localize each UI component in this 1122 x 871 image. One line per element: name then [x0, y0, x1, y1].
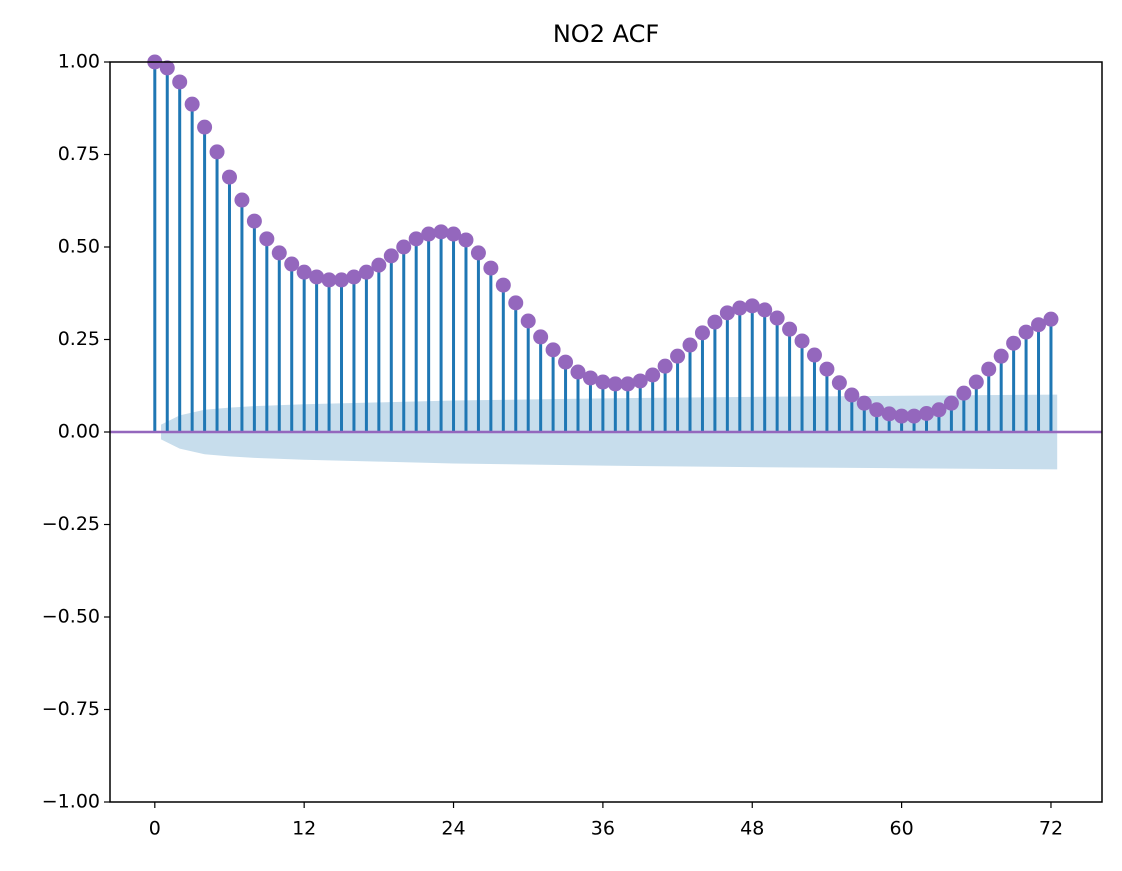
- marker: [707, 314, 723, 330]
- marker: [844, 387, 860, 403]
- marker: [1043, 311, 1059, 327]
- marker: [931, 402, 947, 418]
- marker: [794, 333, 810, 349]
- marker: [806, 347, 822, 363]
- x-tick-label: 72: [1039, 818, 1063, 840]
- marker: [271, 245, 287, 261]
- marker: [184, 96, 200, 112]
- chart-title: NO2 ACF: [553, 20, 659, 48]
- marker: [421, 226, 437, 242]
- marker: [782, 321, 798, 337]
- marker: [259, 231, 275, 247]
- marker: [582, 370, 598, 386]
- marker: [694, 325, 710, 341]
- marker: [221, 169, 237, 185]
- x-tick-label: 60: [890, 818, 914, 840]
- marker: [831, 375, 847, 391]
- marker: [309, 269, 325, 285]
- y-tick-label: −1.00: [42, 791, 100, 813]
- y-tick-label: 0.75: [58, 143, 100, 165]
- marker: [172, 74, 188, 90]
- marker: [607, 376, 623, 392]
- marker: [657, 358, 673, 374]
- marker: [296, 264, 312, 280]
- x-tick-label: 12: [292, 818, 316, 840]
- marker: [533, 329, 549, 345]
- marker: [558, 354, 574, 370]
- marker: [284, 256, 300, 272]
- marker: [520, 313, 536, 329]
- x-tick-label: 0: [149, 818, 161, 840]
- marker: [956, 385, 972, 401]
- marker: [1018, 324, 1034, 340]
- marker: [197, 119, 213, 135]
- marker: [570, 364, 586, 380]
- y-tick-label: 0.25: [58, 328, 100, 350]
- marker: [719, 305, 735, 321]
- marker: [744, 298, 760, 314]
- marker: [334, 272, 350, 288]
- marker: [433, 224, 449, 240]
- marker: [495, 277, 511, 293]
- plot-frame: [109, 61, 1103, 803]
- marker: [906, 408, 922, 424]
- marker: [993, 348, 1009, 364]
- marker: [682, 337, 698, 353]
- marker: [881, 406, 897, 422]
- marker: [483, 260, 499, 276]
- marker: [632, 373, 648, 389]
- marker: [321, 272, 337, 288]
- marker: [894, 408, 910, 424]
- y-tick-label: −0.25: [42, 513, 100, 535]
- marker: [856, 395, 872, 411]
- marker: [396, 239, 412, 255]
- marker: [1031, 317, 1047, 333]
- y-tick-label: 1.00: [58, 51, 100, 73]
- marker: [595, 374, 611, 390]
- x-tick-label: 24: [441, 818, 465, 840]
- marker: [383, 248, 399, 264]
- y-tick-label: 0.50: [58, 236, 100, 258]
- marker: [446, 226, 462, 242]
- marker: [408, 231, 424, 247]
- marker: [246, 213, 262, 229]
- marker: [869, 402, 885, 418]
- marker: [620, 376, 636, 392]
- marker: [943, 395, 959, 411]
- marker: [757, 302, 773, 318]
- y-tick-label: 0.00: [58, 421, 100, 443]
- marker: [470, 245, 486, 261]
- marker: [919, 406, 935, 421]
- marker: [159, 60, 175, 76]
- marker: [981, 361, 997, 377]
- x-tick-label: 48: [740, 818, 764, 840]
- marker: [545, 342, 561, 358]
- marker: [508, 295, 524, 311]
- marker: [234, 192, 250, 208]
- marker: [458, 232, 474, 248]
- marker: [819, 361, 835, 377]
- marker: [769, 310, 785, 326]
- y-tick-label: −0.50: [42, 606, 100, 628]
- marker: [209, 144, 225, 160]
- marker: [371, 257, 387, 273]
- marker: [670, 348, 686, 364]
- marker: [645, 367, 661, 383]
- y-tick-label: −0.75: [42, 698, 100, 720]
- marker: [968, 374, 984, 390]
- x-tick-label: 36: [591, 818, 615, 840]
- marker: [346, 269, 362, 285]
- marker: [1006, 335, 1022, 351]
- marker: [732, 300, 748, 316]
- marker: [358, 264, 374, 280]
